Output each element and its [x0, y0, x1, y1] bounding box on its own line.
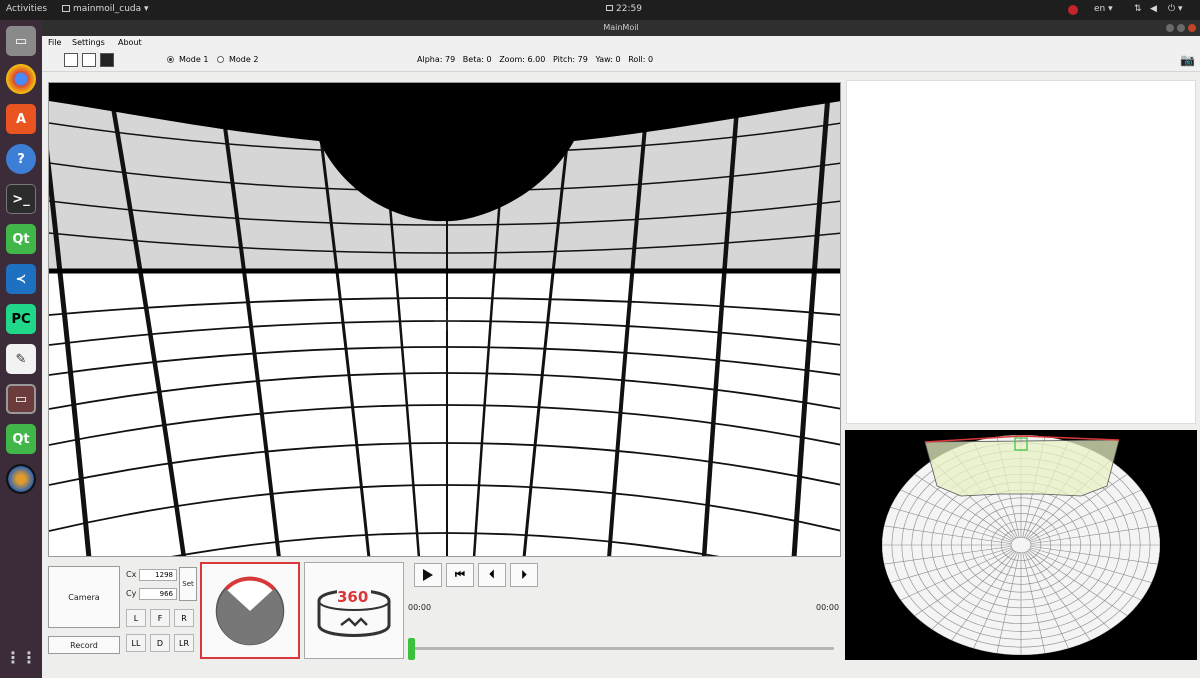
lower-left-button[interactable]: LL — [126, 634, 146, 652]
files-icon[interactable]: ▭ — [6, 26, 36, 56]
clock-text: 22:59 — [616, 4, 642, 14]
open-image-icon[interactable] — [82, 53, 96, 67]
window-title: MainMoil — [603, 23, 638, 32]
app-menu[interactable]: mainmoil_cuda ▾ — [62, 4, 149, 14]
maximize-icon[interactable] — [1177, 24, 1185, 32]
qt-creator-icon[interactable]: Qt — [6, 224, 36, 254]
step-back-button[interactable]: ⏴ — [478, 563, 506, 587]
step-forward-button[interactable]: ⏵ — [510, 563, 538, 587]
system-top-bar: Activities mainmoil_cuda ▾ 22:59 en ▾ ⇅ … — [0, 0, 1200, 20]
down-button[interactable]: D — [150, 634, 170, 652]
time-start: 00:00 — [408, 603, 431, 612]
set-button[interactable]: Set — [179, 567, 197, 601]
qt-app-icon[interactable]: Qt — [6, 424, 36, 454]
toolbar: Mode 1 Mode 2 Alpha: 79 Beta: 0 Zoom: 6.… — [42, 50, 1200, 72]
camera-button[interactable]: Camera — [48, 566, 120, 628]
power-icon[interactable]: ⏻ ▾ — [1168, 4, 1183, 14]
text-editor-icon[interactable]: ✎ — [6, 344, 36, 374]
mainmoil-window: MainMoil File Settings About Mode 1 Mode… — [42, 20, 1200, 678]
menu-file[interactable]: File — [48, 38, 61, 47]
mode1-radio[interactable] — [167, 56, 174, 63]
front-button[interactable]: F — [150, 609, 170, 627]
terminal-icon[interactable]: >_ — [6, 184, 36, 214]
pycharm-icon[interactable]: PC — [6, 304, 36, 334]
clock[interactable]: 22:59 — [606, 4, 642, 14]
step-back-icon: ⏴ — [489, 568, 495, 582]
side-panel — [846, 80, 1196, 424]
anypoint-icon — [202, 564, 298, 657]
panorama-mode-button[interactable]: 360 — [304, 562, 404, 659]
menu-about[interactable]: About — [118, 38, 142, 47]
anypoint-mode-button[interactable] — [200, 562, 300, 659]
camera-icon[interactable]: 📷 — [1180, 53, 1195, 67]
cy-field[interactable]: 966 — [139, 588, 177, 600]
help-icon[interactable]: ? — [6, 144, 36, 174]
calendar-icon — [606, 5, 613, 11]
cy-label: Cy — [126, 589, 136, 598]
mode2-radio[interactable] — [217, 56, 224, 63]
chrome-icon[interactable] — [6, 64, 36, 94]
right-button[interactable]: R — [174, 609, 194, 627]
progress-handle[interactable] — [408, 638, 415, 660]
menu-settings[interactable]: Settings — [72, 38, 105, 47]
mode1-label: Mode 1 — [179, 55, 208, 64]
cx-field[interactable]: 1298 — [139, 569, 177, 581]
record-button[interactable]: Record — [48, 636, 120, 654]
panorama-icon — [305, 563, 403, 658]
language-menu[interactable]: en ▾ — [1094, 4, 1113, 14]
dewarped-view[interactable] — [48, 82, 841, 557]
minimize-icon[interactable] — [1166, 24, 1174, 32]
close-icon[interactable] — [1188, 24, 1196, 32]
panorama-label: 360 — [337, 588, 368, 606]
network-icon[interactable]: ⇅ — [1134, 4, 1142, 14]
mainmoil-window-icon[interactable]: ▭ — [6, 384, 36, 414]
view-parameters-status: Alpha: 79 Beta: 0 Zoom: 6.00 Pitch: 79 Y… — [417, 55, 653, 64]
menu-bar: File Settings About — [42, 36, 1200, 50]
app-menu-label: mainmoil_cuda ▾ — [73, 4, 149, 14]
skip-back-button[interactable]: ⏮ — [446, 563, 474, 587]
dewarped-grid-image — [49, 83, 841, 557]
software-center-icon[interactable]: A — [6, 104, 36, 134]
fisheye-preview[interactable] — [845, 430, 1197, 660]
open-file-icon[interactable] — [64, 53, 78, 67]
show-apps-icon[interactable]: ⋮⋮ — [6, 642, 36, 672]
left-button[interactable]: L — [126, 609, 146, 627]
record-indicator-icon[interactable] — [1068, 5, 1078, 15]
skip-back-icon: ⏮ — [455, 568, 465, 582]
window-titlebar: MainMoil — [42, 20, 1200, 36]
fisheye-roi-region — [925, 440, 1119, 496]
fisheye-image — [845, 430, 1197, 660]
launcher-dock: ▭ A ? >_ Qt ≺ PC ✎ ▭ Qt ⋮⋮ — [0, 20, 42, 678]
step-forward-icon: ⏵ — [521, 568, 527, 582]
app-icon — [62, 5, 70, 12]
cx-label: Cx — [126, 570, 136, 579]
volume-icon[interactable]: ◀ — [1150, 4, 1157, 14]
vscode-icon[interactable]: ≺ — [6, 264, 36, 294]
play-icon — [423, 569, 433, 581]
play-button[interactable] — [414, 563, 442, 587]
open-video-icon[interactable] — [100, 53, 114, 67]
progress-track[interactable] — [408, 647, 834, 650]
time-end: 00:00 — [816, 603, 839, 612]
mode2-label: Mode 2 — [229, 55, 258, 64]
activities-button[interactable]: Activities — [6, 4, 47, 14]
lower-right-button[interactable]: LR — [174, 634, 194, 652]
firefox-icon[interactable] — [6, 464, 36, 494]
